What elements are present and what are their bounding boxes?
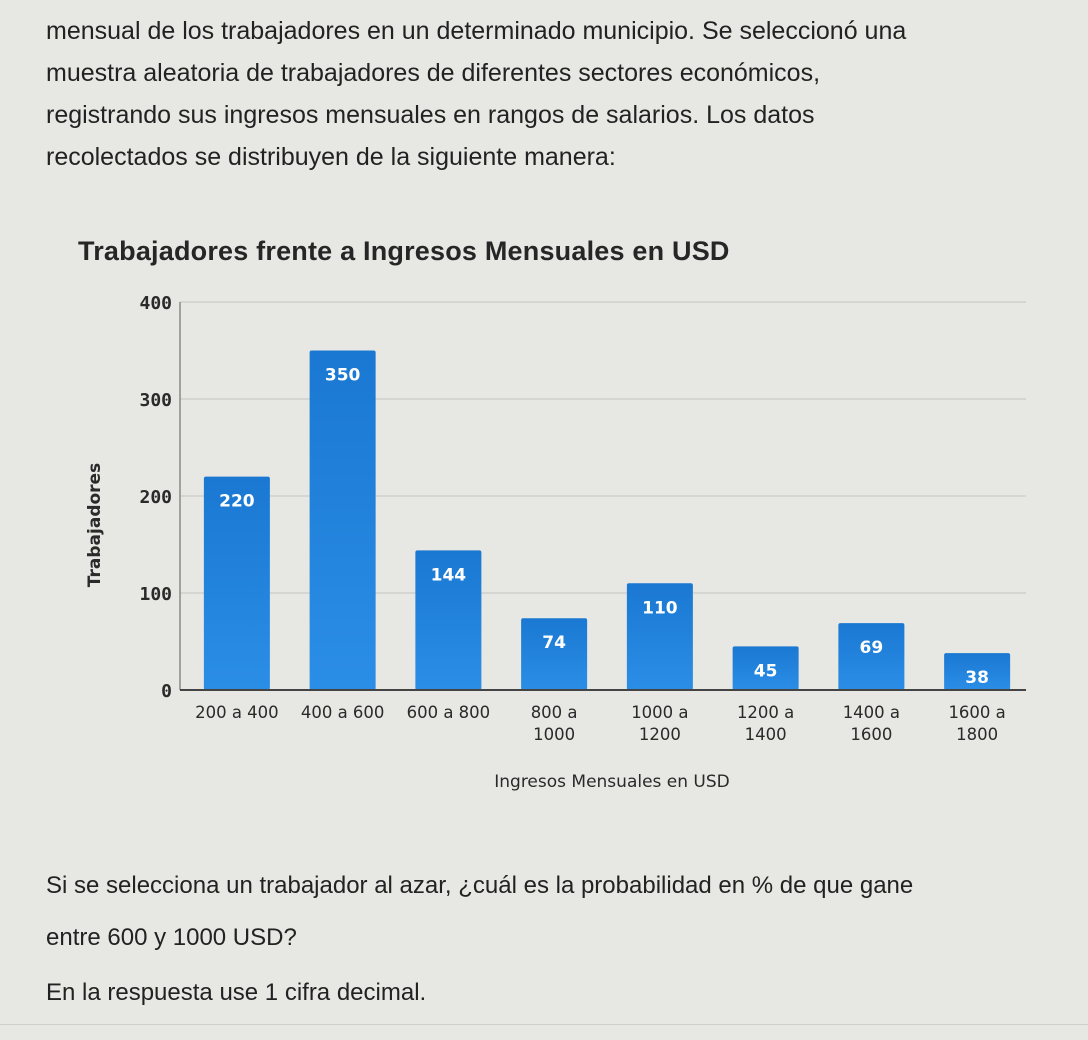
- x-tick-label: 200 a 400: [195, 703, 279, 722]
- bar: [415, 550, 482, 690]
- x-tick-label: 1000: [533, 725, 575, 744]
- data-label: 74: [542, 633, 566, 653]
- data-label: 38: [965, 668, 989, 688]
- bar: [203, 476, 270, 690]
- x-axis-title: Ingresos Mensuales en USD: [494, 772, 730, 792]
- data-label: 110: [642, 598, 678, 618]
- x-tick-label: 1600: [850, 725, 892, 744]
- data-label: 69: [860, 638, 884, 658]
- labels: 0 100 200 300 400 220 200 a 400 350 400 a 600 144…: [85, 293, 1006, 792]
- x-tick-label: 1800: [956, 725, 998, 744]
- bar: [838, 623, 905, 690]
- x-tick-label: 1400: [745, 725, 787, 744]
- y-tick-label: 100: [139, 584, 172, 605]
- x-tick-label: 1400 a: [843, 703, 900, 722]
- intro-line: mensual de los trabajadores en un determ…: [46, 17, 907, 45]
- chart-title: Trabajadores frente a Ingresos Mensuales…: [78, 236, 730, 266]
- answer-instruction: En la respuesta use 1 cifra decimal.: [46, 979, 427, 1006]
- bars: [203, 350, 1011, 690]
- data-label: 144: [431, 565, 467, 585]
- data-label: 45: [754, 661, 778, 681]
- axes: [179, 302, 1026, 691]
- y-axis-title: Trabajadores: [85, 463, 105, 587]
- y-tick-label: 300: [139, 390, 172, 411]
- data-label: 220: [219, 492, 255, 512]
- question-line: entre 600 y 1000 USD?: [46, 924, 297, 951]
- x-tick-label: 1600 a: [948, 703, 1005, 722]
- x-tick-label: 600 a 800: [407, 703, 491, 722]
- x-tick-label: 1200: [639, 725, 681, 744]
- bar: [944, 653, 1011, 690]
- intro-line: registrando sus ingresos mensuales en ra…: [46, 101, 815, 129]
- y-tick-label: 400: [139, 293, 172, 314]
- x-tick-label: 400 a 600: [301, 703, 385, 722]
- y-tick-label: 0: [161, 681, 172, 702]
- bar: [626, 583, 693, 690]
- y-tick-label: 200: [139, 487, 172, 508]
- problem-intro: mensual de los trabajadores en un determ…: [46, 10, 1056, 178]
- x-tick-label: 1200 a: [737, 703, 794, 722]
- intro-line: recolectados se distribuyen de la siguie…: [46, 143, 616, 171]
- divider: [0, 1024, 1088, 1025]
- gridlines: [180, 301, 1026, 594]
- x-tick-label: 800 a: [531, 703, 578, 722]
- bar: [732, 646, 799, 690]
- data-label: 350: [325, 366, 361, 386]
- intro-line: muestra aleatoria de trabajadores de dif…: [46, 59, 821, 87]
- question: Si se selecciona un trabajador al azar, …: [46, 860, 1076, 964]
- question-line: Si se selecciona un trabajador al azar, …: [46, 872, 914, 899]
- bar: [309, 350, 376, 690]
- x-tick-label: 1000 a: [631, 703, 688, 722]
- bar: [521, 618, 588, 690]
- bar-chart: 0 100 200 300 400 220 200 a 400 350 400 a 600 144…: [85, 293, 1026, 792]
